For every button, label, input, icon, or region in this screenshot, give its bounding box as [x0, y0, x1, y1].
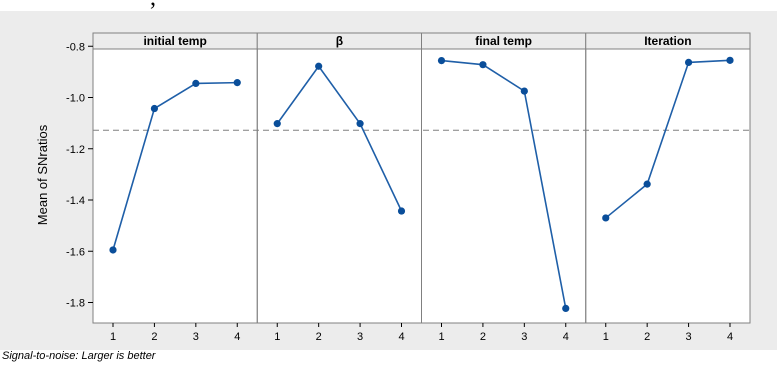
- data-point: [479, 61, 487, 69]
- x-tick-label: 2: [151, 331, 157, 343]
- y-tick-label: -1.8: [66, 298, 85, 310]
- data-point: [643, 180, 651, 188]
- data-point: [273, 120, 281, 128]
- x-tick-label: 3: [686, 331, 692, 343]
- x-tick-label: 4: [398, 331, 404, 343]
- data-point: [562, 304, 570, 312]
- x-tick-label: 2: [480, 331, 486, 343]
- footnote: Signal-to-noise: Larger is better: [2, 350, 156, 362]
- x-tick-label: 3: [193, 331, 199, 343]
- data-point: [684, 58, 693, 66]
- panel-label: final temp: [475, 34, 532, 48]
- series-line: [605, 59, 731, 219]
- series-line: [276, 64, 403, 212]
- data-point: [315, 62, 323, 70]
- main-effects-plot: Mean of SNratios initial temp β final temp…: [0, 11, 777, 350]
- series-line: [112, 81, 238, 251]
- x-tick-label: 4: [727, 331, 733, 343]
- panel-label: β: [336, 34, 343, 48]
- series-line: [441, 59, 567, 309]
- data-point: [233, 79, 241, 87]
- x-tick-label: 1: [274, 331, 280, 343]
- data-point: [520, 87, 528, 95]
- data-point: [602, 214, 610, 222]
- x-tick-label: 3: [521, 331, 527, 343]
- panel-label: Iteration: [644, 34, 691, 48]
- x-tick-label: 3: [357, 331, 363, 343]
- x-tick-label: 1: [110, 331, 116, 343]
- data-point: [397, 207, 406, 215]
- panel-frame: [585, 48, 751, 324]
- y-tick-label: -1.2: [66, 144, 85, 156]
- x-tick-label: 4: [563, 331, 569, 343]
- x-tick-label: 2: [316, 331, 322, 343]
- cropped-header-strip: ,: [0, 0, 777, 11]
- y-tick-label: -0.8: [66, 41, 85, 53]
- x-tick-label: 1: [603, 331, 609, 343]
- data-point: [356, 120, 364, 128]
- y-tick-label: -1.6: [66, 246, 85, 258]
- panel-label: initial temp: [143, 34, 206, 48]
- data-point: [150, 104, 159, 113]
- data-point: [109, 246, 117, 254]
- x-tick-label: 4: [234, 331, 240, 343]
- y-axis-label: Mean of SNratios: [35, 124, 50, 225]
- y-tick-label: -1.4: [66, 195, 85, 207]
- cropped-header-text: ,: [150, 0, 156, 11]
- data-point: [437, 57, 446, 65]
- y-tick-label: -1.0: [66, 93, 85, 105]
- data-point: [192, 79, 200, 88]
- x-tick-label: 1: [438, 331, 444, 343]
- x-tick-label: 2: [644, 331, 650, 343]
- data-point: [726, 56, 734, 64]
